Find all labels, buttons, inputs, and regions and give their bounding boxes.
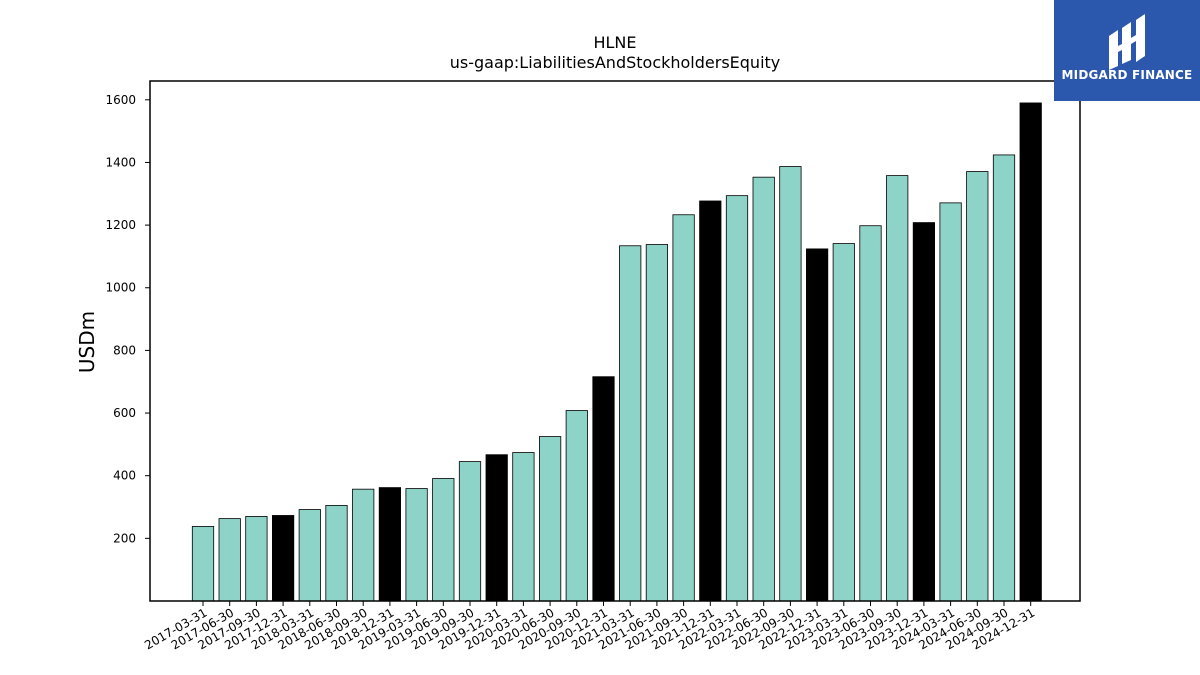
y-tick-label: 1000	[105, 281, 136, 295]
bar-2024-03-31	[939, 202, 962, 602]
bar-2019-12-31	[485, 454, 508, 602]
bar-2018-12-31	[378, 487, 402, 602]
bar-2024-06-30	[966, 171, 989, 602]
logo-text: MIDGARD FINANCE	[1061, 68, 1193, 82]
bar-2023-06-30	[859, 225, 882, 602]
x-axis-ticks: 2017-03-312017-06-302017-09-302017-12-31…	[142, 601, 1037, 652]
brand-logo: MIDGARD FINANCE	[1054, 0, 1200, 101]
bar-2020-12-31	[592, 376, 615, 602]
bar-2022-06-30	[752, 176, 775, 602]
bars-group	[191, 102, 1042, 602]
bar-2022-03-31	[725, 195, 749, 602]
bar-2017-09-30	[245, 516, 268, 602]
bar-2023-03-31	[832, 243, 855, 602]
y-tick-label: 200	[113, 531, 136, 545]
y-tick-label: 600	[113, 406, 136, 420]
y-tick-label: 400	[113, 469, 136, 483]
bar-2020-09-30	[565, 410, 588, 602]
bar-2023-12-31	[912, 222, 936, 602]
bar-2019-09-30	[458, 461, 482, 602]
y-tick-label: 800	[113, 343, 136, 357]
chart-subtitle: us-gaap:LiabilitiesAndStockholdersEquity	[450, 53, 781, 72]
bar-2017-03-31	[191, 526, 215, 602]
midgard-logo-icon	[1109, 14, 1145, 70]
bar-2018-09-30	[352, 488, 375, 602]
y-axis-ticks: 200 400 600 800 1000 1200 1400 1600	[105, 93, 150, 545]
bar-2018-03-31	[298, 509, 321, 602]
bar-2021-03-31	[619, 245, 642, 602]
bar-2023-09-30	[886, 175, 909, 602]
bar-2017-12-31	[271, 515, 295, 602]
bar-2018-06-30	[325, 505, 348, 602]
bar-2020-03-31	[512, 452, 535, 602]
bar-2024-12-31	[1019, 102, 1042, 602]
bar-2024-09-30	[992, 154, 1016, 602]
bar-2019-06-30	[432, 478, 455, 602]
bar-2019-03-31	[405, 488, 428, 602]
chart-title: HLNE	[593, 33, 636, 52]
bar-2021-09-30	[672, 214, 695, 602]
bar-2020-06-30	[539, 436, 562, 602]
y-axis-label: USDm	[75, 311, 99, 373]
bar-2017-06-30	[218, 518, 241, 602]
y-tick-label: 1400	[105, 155, 136, 169]
bar-2021-12-31	[699, 200, 722, 602]
y-tick-label: 1200	[105, 218, 136, 232]
y-tick-label: 1600	[105, 93, 136, 107]
plot-frame	[149, 80, 1081, 602]
bar-2022-09-30	[779, 166, 802, 602]
bar-2021-06-30	[645, 244, 669, 602]
bar-2022-12-31	[806, 248, 829, 602]
